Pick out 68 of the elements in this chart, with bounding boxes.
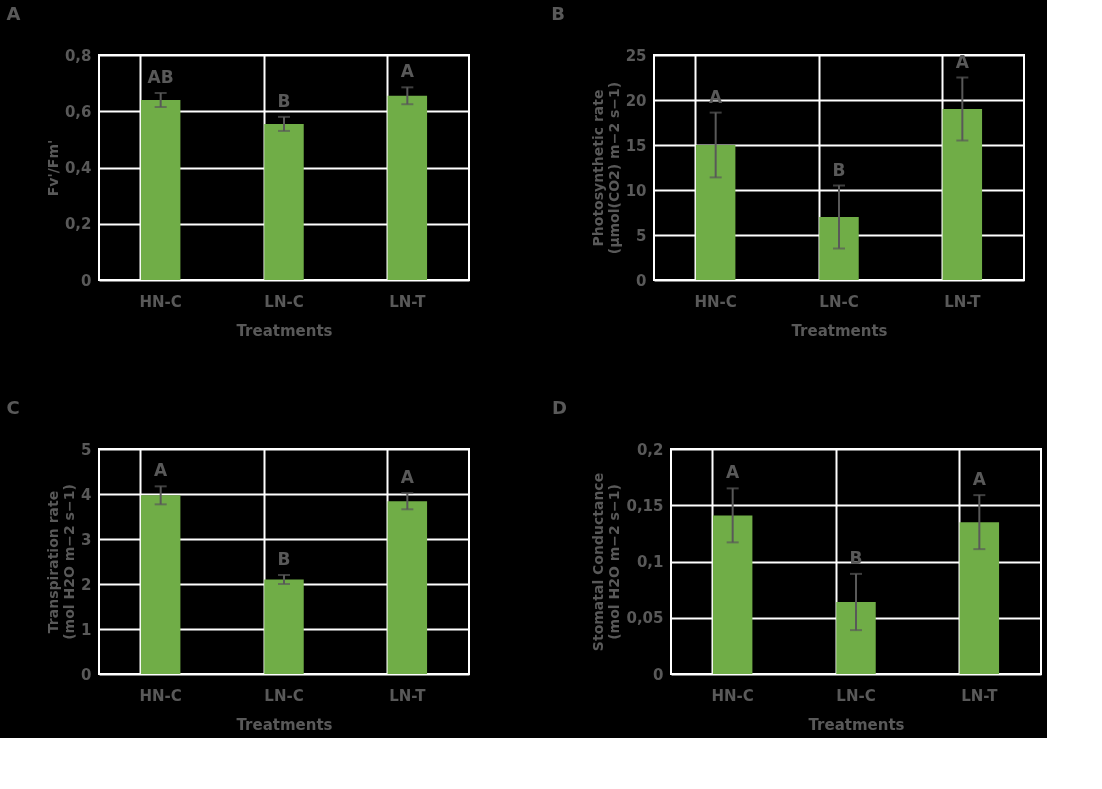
y-tick-label: 4: [81, 485, 92, 504]
y-tick-label: 0: [653, 665, 664, 684]
bar: [942, 109, 983, 280]
y-tick-label: 0,4: [64, 159, 92, 177]
x-tick-label: LN-C: [819, 292, 859, 311]
annotation: A: [400, 467, 415, 488]
bar: [712, 515, 753, 674]
x-tick-label: LN-T: [944, 292, 982, 311]
bar: [387, 501, 428, 674]
x-tick-label: HN-C: [711, 686, 754, 705]
y-tick-label: 0,6: [64, 102, 92, 121]
y-tick-label: 0: [636, 271, 647, 290]
x-axis-title: Treatments: [791, 321, 888, 340]
y-tick-label: 0: [81, 665, 92, 684]
annotation: AB: [147, 66, 174, 87]
chart-title: C: [6, 397, 20, 418]
x-tick-label: LN-T: [961, 686, 999, 705]
annotation: A: [400, 61, 415, 82]
x-tick-label: HN-C: [139, 686, 182, 705]
y-tick-label: 20: [625, 91, 647, 110]
annotation: A: [955, 51, 970, 72]
y-tick-label: 0,8: [64, 46, 92, 65]
annotation: A: [726, 462, 741, 483]
y-tick-label: 0,15: [626, 496, 664, 515]
y-tick-label: 5: [636, 226, 647, 245]
y-tick-label: 1: [81, 620, 92, 639]
x-tick-label: LN-C: [264, 686, 304, 705]
x-tick-label: LN-T: [389, 292, 427, 311]
y-tick-label: 10: [625, 181, 647, 200]
bar: [264, 579, 304, 674]
y-tick-label: 5: [81, 440, 92, 459]
x-axis-title: Treatments: [808, 715, 905, 734]
bar: [959, 522, 1000, 674]
x-tick-label: HN-C: [694, 292, 737, 311]
bar: [387, 95, 428, 280]
chart-title: D: [551, 397, 567, 418]
bar: [695, 145, 736, 280]
chart-title: A: [6, 3, 21, 24]
bar: [140, 100, 181, 280]
y-tick-label: 3: [81, 530, 92, 549]
bar: [264, 123, 304, 280]
x-tick-label: HN-C: [139, 292, 182, 311]
chart-title: B: [551, 3, 565, 24]
annotation: B: [832, 159, 846, 180]
x-tick-label: LN-T: [389, 686, 427, 705]
bar: [140, 495, 181, 674]
y-tick-label: 0,05: [626, 609, 664, 628]
y-tick-label: 25: [625, 46, 647, 65]
bar: [819, 217, 859, 280]
y-axis-title: Fv'/Fm': [44, 139, 61, 197]
annotation: B: [277, 90, 291, 111]
x-axis-title: Treatments: [236, 321, 333, 340]
y-tick-label: 0,1: [636, 553, 664, 571]
y-axis-title: Photosynthetic rate (µmol(CO2) m−2 s−1): [589, 81, 622, 255]
bar: [836, 602, 876, 674]
y-tick-label: 15: [625, 136, 647, 155]
annotation: B: [277, 549, 291, 569]
y-axis-title: Transpiration rate (mol H2O m−2 s−1): [45, 484, 78, 640]
y-tick-label: 2: [81, 575, 92, 594]
y-tick-label: 0: [81, 271, 92, 290]
x-tick-label: LN-C: [836, 686, 876, 705]
annotation: A: [154, 460, 169, 481]
x-tick-label: LN-C: [264, 292, 304, 311]
annotation: A: [972, 469, 987, 490]
y-tick-label: 0,2: [64, 215, 92, 234]
x-axis-title: Treatments: [236, 715, 333, 734]
y-tick-label: 0,2: [636, 440, 664, 459]
y-axis-title: Stomatal Conductance (mol H2O m−2 s−1): [590, 472, 623, 652]
